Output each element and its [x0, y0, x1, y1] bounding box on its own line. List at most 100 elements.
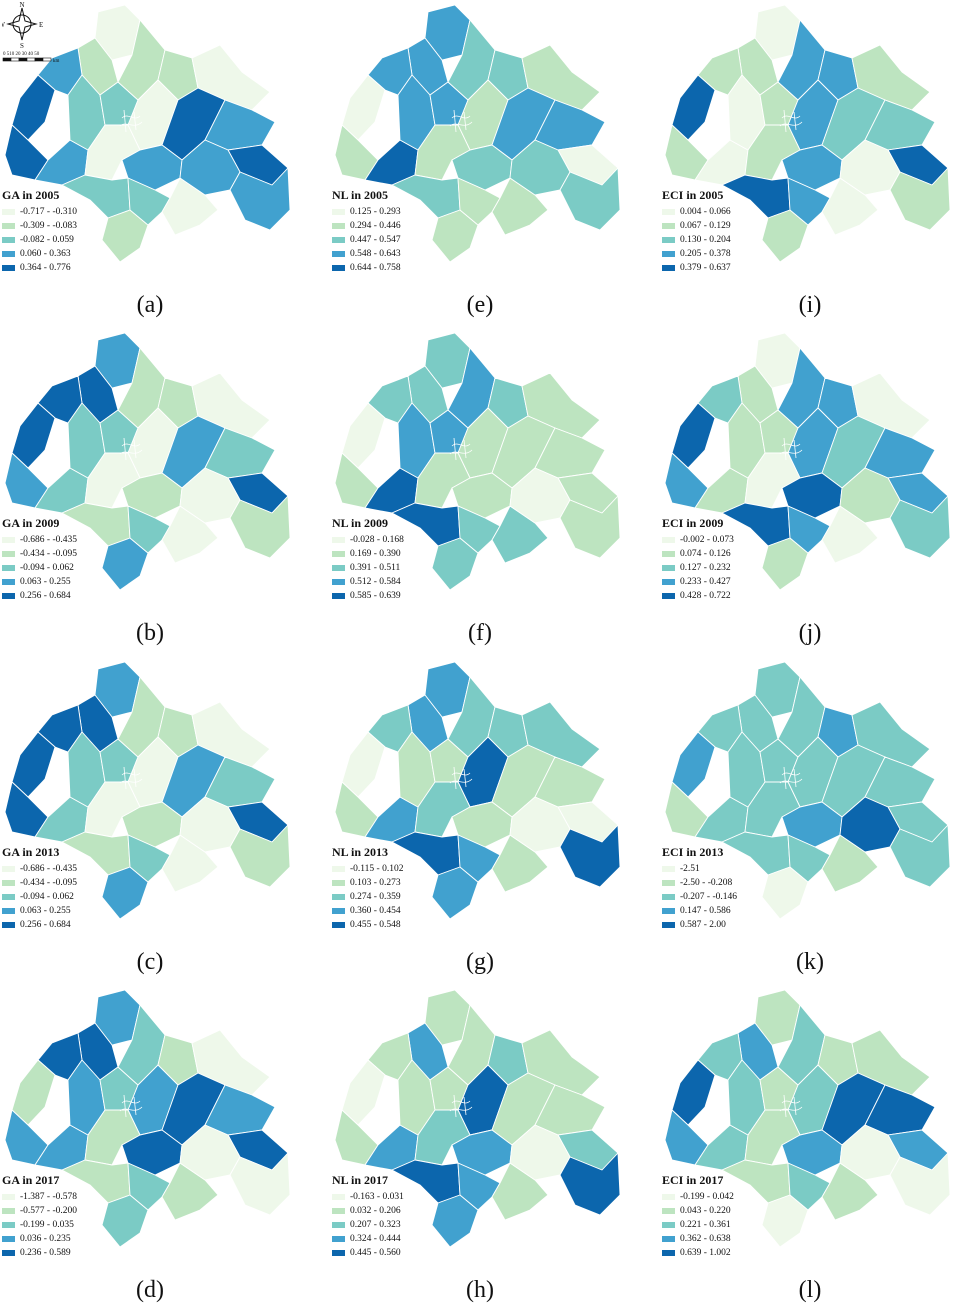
legend-item: -0.199 - 0.035 — [2, 1219, 122, 1230]
region-23 — [229, 167, 291, 231]
legend-swatch — [662, 1207, 675, 1214]
scale-ticks: 0 510 20 30 40 50 — [3, 52, 40, 57]
legend-item: 0.585 - 0.639 — [332, 590, 452, 601]
choropleth-map-b — [4, 332, 291, 591]
region-4 — [671, 731, 716, 798]
legend-swatch — [662, 222, 675, 229]
urban-district-boundaries — [449, 766, 473, 790]
legend: GA in 2005 -0.717 - -0.310 -0.309 - -0.083… — [2, 188, 122, 276]
legend-swatch — [332, 1207, 345, 1214]
region-22 — [179, 467, 241, 524]
legend-item: -2.51 — [662, 863, 782, 874]
legend-swatch — [662, 865, 675, 872]
legend-label: 0.455 - 0.548 — [350, 919, 401, 930]
legend-label: 0.207 - 0.323 — [350, 1219, 401, 1230]
legend-title: GA in 2013 — [2, 845, 60, 859]
legend-label: 0.639 - 1.002 — [680, 1247, 731, 1258]
legend-item: -0.207 - -0.146 — [662, 891, 782, 902]
legend-item: 0.043 - 0.220 — [662, 1205, 782, 1216]
region-22 — [179, 139, 241, 196]
scale-bar-segment — [10, 57, 20, 62]
legend-swatch — [2, 222, 15, 229]
legend: ECI in 2005 0.004 - 0.066 0.067 - 0.129 0.1… — [662, 188, 782, 276]
legend-swatch — [2, 1249, 15, 1256]
legend-item: 0.060 - 0.363 — [2, 248, 122, 259]
legend-item: -1.387 - -0.578 — [2, 1191, 122, 1202]
legend-label: -0.028 - 0.168 — [350, 534, 404, 545]
legend-label: -0.717 - -0.310 — [20, 206, 77, 217]
compass-ring — [12, 14, 32, 34]
legend-swatch — [662, 921, 675, 928]
region-23 — [559, 1152, 621, 1216]
legend-item: 0.324 - 0.444 — [332, 1233, 452, 1244]
legend-label: 0.324 - 0.444 — [350, 1233, 401, 1244]
legend-item: -0.434 - -0.095 — [2, 877, 122, 888]
compass-west-label: W — [2, 21, 5, 29]
legend-item: -2.50 - -0.208 — [662, 877, 782, 888]
region-12 — [84, 781, 141, 838]
legend-label: 0.587 - 2.00 — [680, 919, 726, 930]
legend-item: 0.587 - 2.00 — [662, 919, 782, 930]
legend-swatch — [332, 1249, 345, 1256]
urban-district-boundaries — [779, 1094, 803, 1118]
legend-label: 0.063 - 0.255 — [20, 905, 71, 916]
legend-label: 0.127 - 0.232 — [680, 562, 731, 573]
compass-north-label: N — [19, 2, 24, 9]
legend: GA in 2013 -0.686 - -0.435 -0.434 - -0.095… — [2, 845, 122, 933]
panel-label: (k) — [796, 949, 824, 975]
region-12 — [84, 452, 141, 509]
legend-swatch — [332, 564, 345, 571]
panel-label: (g) — [466, 949, 494, 975]
region-12 — [744, 124, 801, 181]
legend-title: NL in 2013 — [332, 845, 389, 859]
legend-item: -0.163 - 0.031 — [332, 1191, 452, 1202]
legend-label: 0.256 - 0.684 — [20, 919, 71, 930]
map-panel-g: NL in 2013 -0.115 - 0.102 0.103 - 0.273 0.2… — [330, 657, 655, 978]
legend-label: 0.074 - 0.126 — [680, 548, 731, 559]
north-arrow-icon — [6, 7, 38, 41]
legend-label: -0.686 - -0.435 — [20, 534, 77, 545]
legend-swatch — [2, 893, 15, 900]
region-4 — [11, 402, 56, 469]
legend-label: -0.309 - -0.083 — [20, 220, 77, 231]
region-23 — [229, 1152, 291, 1216]
legend: ECI in 2013 -2.51 -2.50 - -0.208 -0.207 - -… — [662, 845, 782, 933]
legend-label: 0.130 - 0.204 — [680, 234, 731, 245]
compass-rose: N S E W 0 510 20 30 40 50 km — [0, 1, 60, 66]
region-17 — [781, 801, 843, 848]
legend-item: -0.002 - 0.073 — [662, 534, 782, 545]
panel-label: (h) — [466, 1277, 494, 1303]
legend-label: -0.002 - 0.073 — [680, 534, 734, 545]
panel-label: (j) — [798, 620, 822, 646]
choropleth-map-k — [664, 661, 951, 920]
legend-label: 0.147 - 0.586 — [680, 905, 731, 916]
legend-swatch — [2, 250, 15, 257]
legend-item: 0.063 - 0.255 — [2, 576, 122, 587]
legend-label: -0.094 - 0.062 — [20, 562, 74, 573]
legend-item: 0.004 - 0.066 — [662, 206, 782, 217]
region-12 — [744, 452, 801, 509]
region-17 — [121, 472, 183, 519]
legend-swatch — [2, 578, 15, 585]
panel-label: (b) — [136, 620, 164, 646]
legend-title: NL in 2005 — [332, 188, 389, 202]
legend-swatch — [332, 264, 345, 271]
legend-label: -0.082 - 0.059 — [20, 234, 74, 245]
region-12 — [414, 1109, 471, 1166]
region-17 — [451, 144, 513, 191]
legend: NL in 2017 -0.163 - 0.031 0.032 - 0.206 0.2… — [332, 1173, 452, 1261]
legend-title: ECI in 2005 — [662, 188, 724, 202]
legend-item: 0.391 - 0.511 — [332, 562, 452, 573]
choropleth-map-f — [334, 332, 621, 591]
legend-title: GA in 2005 — [2, 188, 60, 202]
legend-item: 0.221 - 0.361 — [662, 1219, 782, 1230]
legend: NL in 2009 -0.028 - 0.168 0.169 - 0.390 0.3… — [332, 516, 452, 604]
legend-item: 0.644 - 0.758 — [332, 262, 452, 273]
panel-label: (d) — [136, 1277, 164, 1303]
region-4 — [341, 402, 386, 469]
legend-item: 0.233 - 0.427 — [662, 576, 782, 587]
legend-title: GA in 2017 — [2, 1173, 60, 1187]
region-17 — [781, 144, 843, 191]
legend-label: 0.169 - 0.390 — [350, 548, 401, 559]
legend-swatch — [332, 907, 345, 914]
